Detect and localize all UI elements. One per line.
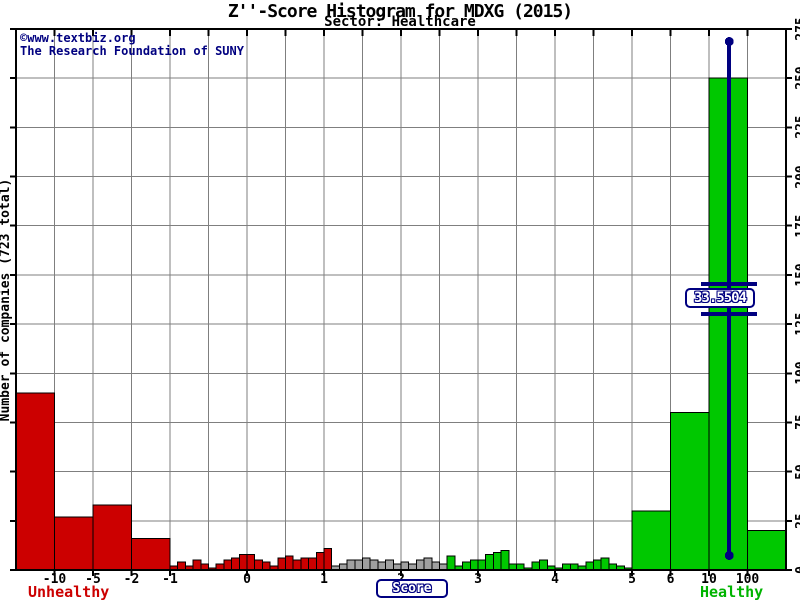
histogram-bar: [469, 559, 479, 571]
x-tick-label: 6: [666, 572, 675, 587]
y-tick-label: 100: [793, 361, 800, 386]
y-tick-label: 250: [793, 66, 800, 90]
histogram-bar: [308, 557, 317, 571]
unhealthy-label: Unhealthy: [28, 583, 110, 600]
histogram-bar: [362, 557, 371, 571]
histogram-bar: [485, 553, 494, 571]
histogram-bar: [415, 559, 425, 571]
histogram-bar: [323, 547, 333, 571]
y-tick-label: 175: [793, 213, 800, 238]
histogram-bar: [423, 557, 433, 571]
histogram-bar: [238, 553, 248, 571]
chart-subtitle: Sector: Healthcare: [324, 14, 476, 30]
chart-title: Z''-Score Histogram for MDXG (2015): [227, 1, 573, 22]
histogram-bar: [539, 559, 548, 571]
histogram-bar: [223, 559, 233, 571]
x-tick-label: 4: [551, 572, 559, 587]
y-axis-label: Number of companies (723 total): [0, 178, 13, 422]
healthy-label: Healthy: [700, 583, 764, 600]
histogram-bar: [300, 557, 310, 571]
histogram-bar: [477, 559, 487, 571]
histogram-bar: [377, 561, 387, 571]
histogram-bar: [192, 559, 202, 571]
histogram-bar: [431, 561, 440, 571]
histogram-bar: [15, 392, 55, 571]
histogram-bar: [246, 553, 256, 571]
x-tick-label: -2: [123, 572, 140, 587]
x-tick-label: 100: [735, 572, 760, 587]
x-tick-label: -1: [162, 572, 178, 587]
histogram-bar: [670, 412, 710, 571]
x-tick-label: 0: [243, 572, 251, 587]
marker-value-badge: 33.5504: [685, 288, 755, 308]
histogram-bar: [315, 551, 325, 571]
y-tick-label: 275: [793, 17, 800, 41]
y-tick-label: 25: [793, 512, 800, 529]
histogram-bar: [369, 559, 379, 571]
watermark-line2: The Research Foundation of SUNY: [20, 44, 244, 58]
histogram-bar: [354, 559, 363, 571]
histogram-bar: [585, 561, 594, 571]
y-tick-label: 75: [793, 414, 800, 431]
x-tick-label: -5: [85, 572, 101, 587]
histogram-bar: [500, 549, 510, 571]
histogram-bar: [400, 561, 410, 571]
x-tick-label: 1: [320, 572, 328, 587]
histogram-bar: [54, 516, 94, 571]
histogram-bar: [492, 551, 502, 571]
y-tick-label: 125: [793, 312, 800, 336]
histogram-bar: [92, 504, 132, 571]
histogram-bar: [747, 530, 787, 571]
histogram-bar: [462, 561, 471, 571]
y-tick-label: 150: [793, 263, 800, 287]
histogram-bar: [277, 557, 286, 571]
y-tick-label: 0: [791, 557, 800, 583]
x-tick-label: 10: [701, 572, 717, 587]
histogram-bar: [593, 559, 602, 571]
histogram-bar: [600, 557, 610, 571]
x-axis-score-badge: Score: [376, 579, 448, 598]
histogram-bar: [385, 559, 394, 571]
y-tick-label: 50: [793, 463, 800, 480]
histogram-bar: [254, 559, 263, 571]
histogram-bar: [285, 555, 294, 571]
x-tick-label: -10: [42, 572, 67, 587]
histogram-bar: [231, 557, 240, 571]
histogram-bar: [346, 559, 356, 571]
x-tick-label: 3: [474, 572, 482, 587]
x-tick-label: 5: [628, 572, 636, 587]
watermark-line1: ©www.textbiz.org: [20, 31, 136, 45]
marker-dot-top: [724, 37, 734, 46]
histogram-bar: [631, 510, 671, 571]
histogram-bar: [261, 561, 271, 571]
histogram-bar: [177, 561, 186, 571]
y-tick-label: 225: [793, 115, 800, 140]
marker-dot-bottom: [724, 551, 734, 560]
histogram-bar: [446, 555, 456, 571]
histogram-bar: [531, 561, 541, 571]
y-tick-label: 200: [793, 164, 800, 189]
histogram-bar: [292, 559, 302, 571]
histogram-bar: [131, 538, 171, 571]
